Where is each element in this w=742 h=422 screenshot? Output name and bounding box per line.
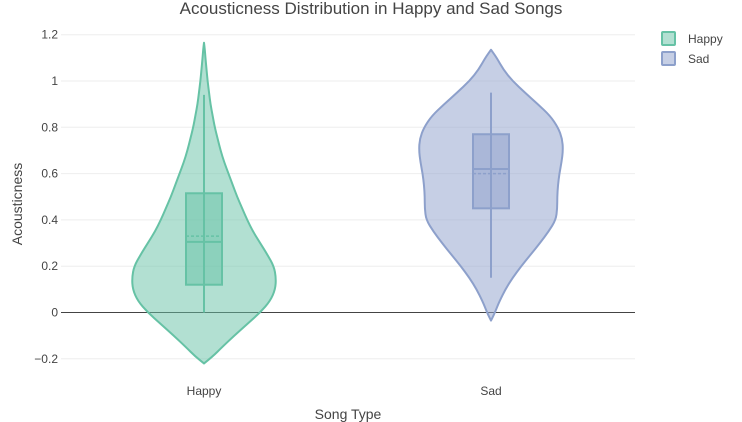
x-axis-title: Song Type — [315, 406, 382, 422]
legend: Happy Sad — [661, 31, 723, 66]
y-tick-label: 0.8 — [41, 120, 58, 134]
y-tick-label: 1.2 — [41, 28, 58, 42]
y-tick-labels: −0.2 0 0.2 0.4 0.6 0.8 1 1.2 — [34, 28, 58, 366]
chart-title: Acousticness Distribution in Happy and S… — [180, 0, 563, 18]
violin-sad — [418, 48, 564, 322]
x-tick-labels: Happy Sad — [187, 384, 502, 398]
iqr-box — [472, 133, 510, 210]
x-tick-label: Sad — [480, 384, 501, 398]
x-tick-label: Happy — [187, 384, 222, 398]
legend-label: Sad — [688, 52, 709, 66]
violins — [131, 41, 564, 365]
y-axis-title: Acousticness — [9, 163, 25, 245]
legend-label: Happy — [688, 32, 723, 46]
iqr-box — [185, 192, 223, 286]
legend-swatch — [661, 51, 676, 66]
y-tick-label: 0 — [51, 306, 58, 320]
y-tick-label: −0.2 — [34, 352, 58, 366]
legend-item-sad[interactable]: Sad — [661, 51, 709, 66]
violin-happy — [131, 41, 277, 365]
y-tick-label: 0.2 — [41, 259, 58, 273]
y-tick-label: 1 — [51, 74, 58, 88]
legend-item-happy[interactable]: Happy — [661, 31, 723, 46]
y-tick-label: 0.6 — [41, 167, 58, 181]
y-tick-label: 0.4 — [41, 213, 58, 227]
legend-swatch — [661, 31, 676, 46]
